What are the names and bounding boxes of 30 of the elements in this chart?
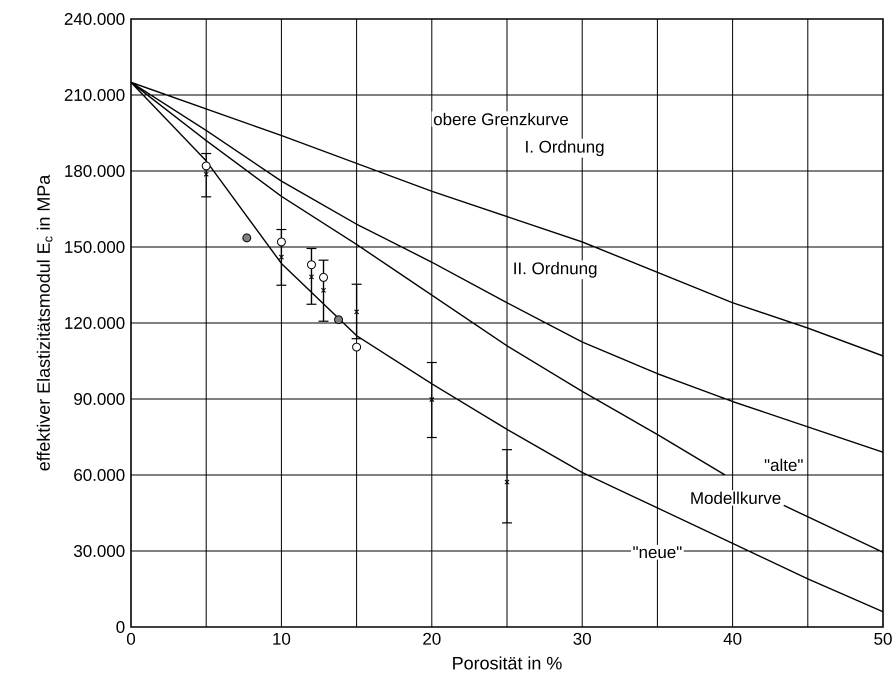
x-tick-label: 0 <box>126 632 136 645</box>
annotation: "neue" <box>633 546 682 558</box>
y-tick-label: 30.000 <box>74 545 124 557</box>
annotation: "alte" <box>764 458 803 472</box>
point <box>334 315 344 324</box>
annotation: obere Grenzkurve <box>434 112 568 126</box>
annotation: Modellkurve <box>691 492 780 504</box>
point <box>352 342 362 352</box>
x-tick-label: 30 <box>573 632 591 645</box>
y-tick-label: 150.000 <box>65 240 124 253</box>
x-tick-label: 40 <box>724 632 742 645</box>
y-tick-label: 120.000 <box>65 317 124 329</box>
annotation: II. Ordnung <box>514 262 596 278</box>
x-tick-label: 10 <box>273 632 290 645</box>
point <box>242 233 252 242</box>
y-tick-label: 240.000 <box>64 12 124 25</box>
point <box>276 237 286 246</box>
y-tick-label: 60.000 <box>74 469 124 481</box>
point <box>319 272 328 282</box>
y-tick-label: 180.000 <box>65 164 124 177</box>
y-tick-label: 0 <box>116 621 124 633</box>
x-tick-label: 20 <box>423 632 441 645</box>
y-tick-label: 90.000 <box>74 393 124 405</box>
point <box>306 260 316 270</box>
annotation: I. Ordnung <box>526 140 604 156</box>
point <box>202 161 211 170</box>
x-axis-title: Porosität in % <box>453 656 562 670</box>
y-axis-title: effektiver Elastizitätsmodul E$_{c}$ in MPa <box>36 174 52 470</box>
x-tick-label: 50 <box>874 632 892 645</box>
y-tick-label: 210.000 <box>64 88 124 101</box>
